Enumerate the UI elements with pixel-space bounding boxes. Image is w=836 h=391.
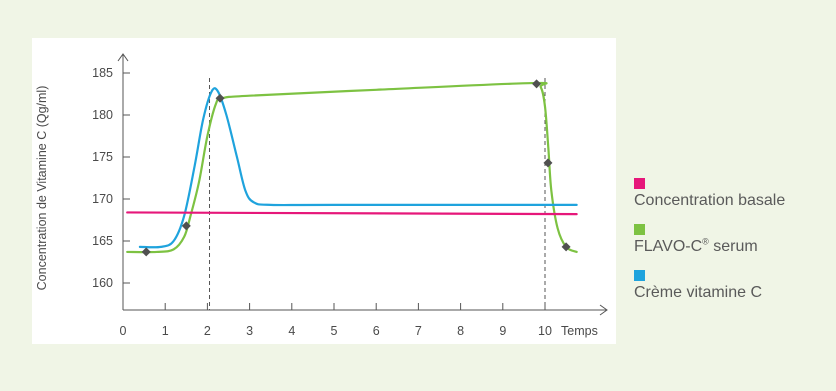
legend-label-main: FLAVO-C — [634, 238, 703, 255]
legend-label-suffix: serum — [708, 238, 758, 255]
x-tick-label: 5 — [331, 324, 338, 338]
legend-swatch — [634, 178, 645, 189]
x-tick-label: 4 — [288, 324, 295, 338]
flavo-c-serum-line — [126, 81, 578, 254]
basal-line — [126, 211, 578, 216]
x-tick-label: 3 — [246, 324, 253, 338]
y-tick-label: 170 — [92, 192, 113, 206]
legend-item-concentration-basale: Concentration basale — [634, 178, 785, 224]
plot-panel: 160 165 170 175 180 185 0 1 2 3 4 5 6 7 8 9 10 Temps Conce… — [32, 38, 616, 344]
data-point-marker — [543, 158, 553, 168]
legend-swatch — [634, 270, 645, 281]
legend-item-creme-vitamine-c: Crème vitamine C — [634, 270, 785, 316]
data-point-marker — [181, 221, 191, 231]
legend: Concentration basale FLAVO-C® serum Crèm… — [634, 178, 785, 316]
x-tick-label: 8 — [457, 324, 464, 338]
legend-label: Crème vitamine C — [634, 284, 763, 301]
legend-swatch — [634, 224, 645, 235]
legend-label: FLAVO-C® serum — [634, 236, 785, 256]
creme-vitamine-c-line — [138, 87, 578, 249]
legend-item-flavo-c-serum: FLAVO-C® serum — [634, 224, 785, 270]
chart: 160 165 170 175 180 185 0 1 2 3 4 5 6 7 8 9 10 Temps Conce… — [35, 53, 608, 338]
x-tick-label: 1 — [162, 324, 169, 338]
registered-mark: ® — [702, 236, 709, 247]
y-axis-arrow — [117, 53, 129, 62]
legend-label: Concentration basale — [634, 192, 786, 209]
y-axis-label: Concentration de Vitamine C (Qg/ml) — [35, 86, 49, 291]
x-tick-label: 9 — [499, 324, 506, 338]
data-point-marker — [561, 242, 571, 252]
y-tick-label: 175 — [92, 150, 113, 164]
x-axis-label: Temps — [561, 324, 598, 338]
y-tick-label: 180 — [92, 108, 113, 122]
data-point-marker — [532, 79, 542, 89]
data-point-marker — [141, 247, 151, 257]
x-tick-label: 0 — [120, 324, 127, 338]
y-tick-label: 185 — [92, 66, 113, 80]
x-tick-label: 7 — [415, 324, 422, 338]
x-tick-label: 10 — [538, 324, 552, 338]
data-point-marker — [215, 93, 225, 103]
y-tick-label: 165 — [92, 234, 113, 248]
x-tick-label: 2 — [204, 324, 211, 338]
y-tick-label: 160 — [92, 276, 113, 290]
x-axis-arrow — [599, 304, 608, 316]
x-tick-label: 6 — [373, 324, 380, 338]
